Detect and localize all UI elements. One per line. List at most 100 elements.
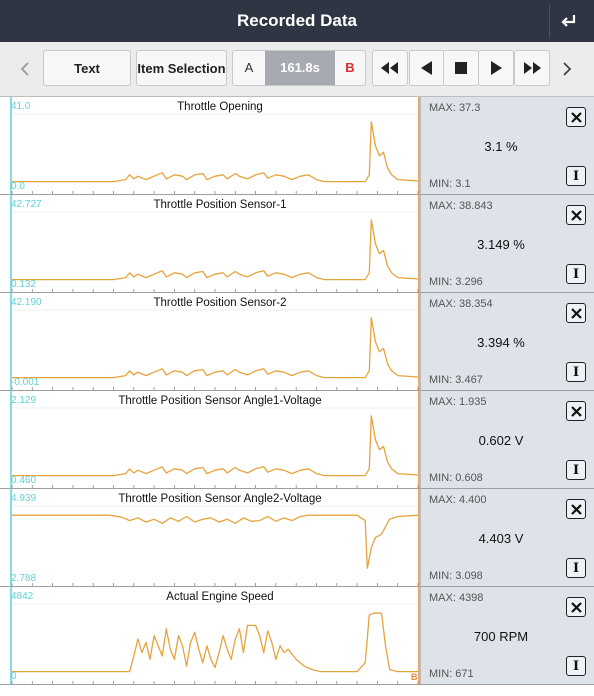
data-panel-actual-engine-speed: 4842 Actual Engine Speed 0 B MAX: 4398 7…	[0, 587, 594, 685]
fast-forward-icon	[524, 62, 541, 74]
close-icon	[570, 111, 582, 123]
graph-title: Throttle Position Sensor Angle1-Voltage	[118, 395, 322, 407]
data-trace	[12, 514, 419, 569]
page-title: Recorded Data	[237, 11, 357, 30]
scale-max-label: 4.939	[11, 493, 37, 504]
value-panel: MAX: 4398 700 RPM MIN: 671 I	[420, 587, 594, 685]
current-value: 3.1 %	[484, 139, 518, 154]
play-reverse-icon	[421, 61, 432, 75]
value-panel: MAX: 38.843 3.149 % MIN: 3.296 I	[420, 195, 594, 293]
play-icon	[491, 61, 502, 75]
max-value: MAX: 1.935	[429, 396, 487, 408]
max-value: MAX: 38.354	[429, 298, 493, 310]
data-panel-throttle-position-sensor-angle2-voltage: 4.939 Throttle Position Sensor Angle2-Vo…	[0, 489, 594, 587]
data-panel-throttle-position-sensor-2: 42.190 Throttle Position Sensor-2 -0.001…	[0, 293, 594, 391]
close-button[interactable]	[566, 205, 586, 225]
ab-marker-selector[interactable]: A 161.8s B	[232, 50, 366, 86]
graph-area[interactable]: 4842 Actual Engine Speed 0 B	[0, 587, 420, 685]
min-value: MIN: 3.467	[429, 374, 483, 386]
graph-area[interactable]: 41.0 Throttle Opening 0.0	[0, 97, 420, 195]
max-value: MAX: 38.843	[429, 200, 493, 212]
text-mode-button[interactable]: I	[566, 166, 586, 186]
scale-max-label: 42.190	[11, 297, 42, 308]
text-mode-button[interactable]: I	[566, 362, 586, 382]
previous-page-button[interactable]	[14, 54, 36, 84]
trace-graph	[10, 489, 420, 587]
text-cursor-icon: I	[572, 168, 580, 184]
close-button[interactable]	[566, 107, 586, 127]
close-icon	[570, 601, 582, 613]
text-cursor-icon: I	[572, 658, 580, 674]
next-page-button[interactable]	[556, 54, 578, 84]
text-mode-button[interactable]: I	[566, 460, 586, 480]
toolbar: Text Item Selection A 161.8s B	[0, 42, 594, 97]
max-value: MAX: 37.3	[429, 102, 481, 114]
min-value: MIN: 671	[429, 668, 474, 680]
scale-max-label: 41.0	[11, 101, 31, 112]
data-trace	[12, 121, 419, 183]
max-value: MAX: 4398	[429, 592, 484, 604]
play-reverse-button[interactable]	[409, 50, 445, 86]
return-button[interactable]	[549, 4, 588, 38]
marker-a-button[interactable]: A	[244, 60, 254, 75]
scale-min-label: 0.0	[11, 181, 25, 192]
text-cursor-icon: I	[572, 266, 580, 282]
graph-title: Throttle Position Sensor-2	[153, 297, 287, 309]
current-value: 3.149 %	[477, 237, 525, 252]
stop-icon	[455, 62, 467, 74]
data-trace	[12, 317, 419, 379]
fast-forward-button[interactable]	[514, 50, 550, 86]
value-panel: MAX: 1.935 0.602 V MIN: 0.608 I	[420, 391, 594, 489]
marker-b-button[interactable]: B	[345, 60, 355, 75]
scale-min-label: 0.460	[11, 475, 37, 486]
close-button[interactable]	[566, 597, 586, 617]
value-panel: MAX: 37.3 3.1 % MIN: 3.1 I	[420, 97, 594, 195]
min-value: MIN: 3.098	[429, 570, 483, 582]
fast-rewind-icon	[381, 62, 398, 74]
graph-area[interactable]: 2.129 Throttle Position Sensor Angle1-Vo…	[0, 391, 420, 489]
trace-graph	[10, 97, 420, 195]
play-button[interactable]	[478, 50, 514, 86]
title-bar: Recorded Data	[0, 0, 594, 42]
graph-area[interactable]: 42.727 Throttle Position Sensor-1 0.132	[0, 195, 420, 293]
chevron-right-icon	[563, 62, 572, 76]
return-arrow-icon	[561, 15, 576, 27]
close-icon	[570, 307, 582, 319]
current-value: 3.394 %	[477, 335, 525, 350]
min-value: MIN: 3.1	[429, 178, 471, 190]
trace-graph	[10, 587, 420, 685]
chevron-left-icon	[20, 62, 29, 76]
graph-title: Throttle Opening	[177, 101, 263, 113]
scale-min-label: -0.001	[11, 377, 40, 388]
text-cursor-icon: I	[572, 364, 580, 380]
value-panel: MAX: 38.354 3.394 % MIN: 3.467 I	[420, 293, 594, 391]
text-cursor-icon: I	[572, 462, 580, 478]
close-button[interactable]	[566, 499, 586, 519]
scale-min-label: 0	[11, 671, 17, 682]
scale-max-label: 4842	[11, 591, 34, 602]
graph-area[interactable]: 42.190 Throttle Position Sensor-2 -0.001	[0, 293, 420, 391]
data-panel-throttle-position-sensor-1: 42.727 Throttle Position Sensor-1 0.132 …	[0, 195, 594, 293]
item-selection-button[interactable]: Item Selection	[136, 50, 227, 86]
current-value: 4.403 V	[478, 531, 524, 546]
scale-min-label: 2.788	[11, 573, 37, 584]
text-mode-button[interactable]: I	[566, 656, 586, 676]
text-button[interactable]: Text	[43, 50, 131, 86]
trace-graph	[10, 293, 420, 391]
close-button[interactable]	[566, 303, 586, 323]
value-panel: MAX: 4.400 4.403 V MIN: 3.098 I	[420, 489, 594, 587]
fast-rewind-button[interactable]	[372, 50, 408, 86]
marker-b-label: B	[411, 672, 418, 682]
graph-title: Throttle Position Sensor-1	[153, 199, 287, 211]
text-mode-button[interactable]: I	[566, 558, 586, 578]
data-trace	[12, 219, 419, 281]
stop-button[interactable]	[443, 50, 479, 86]
current-value: 0.602 V	[478, 433, 524, 448]
data-trace	[12, 612, 418, 673]
graph-area[interactable]: 4.939 Throttle Position Sensor Angle2-Vo…	[0, 489, 420, 587]
close-button[interactable]	[566, 401, 586, 421]
data-panel-throttle-position-sensor-angle1-voltage: 2.129 Throttle Position Sensor Angle1-Vo…	[0, 391, 594, 489]
data-panel-throttle-opening: 41.0 Throttle Opening 0.0 MAX: 37.3 3.1 …	[0, 97, 594, 195]
text-mode-button[interactable]: I	[566, 264, 586, 284]
scale-max-label: 2.129	[11, 395, 37, 406]
